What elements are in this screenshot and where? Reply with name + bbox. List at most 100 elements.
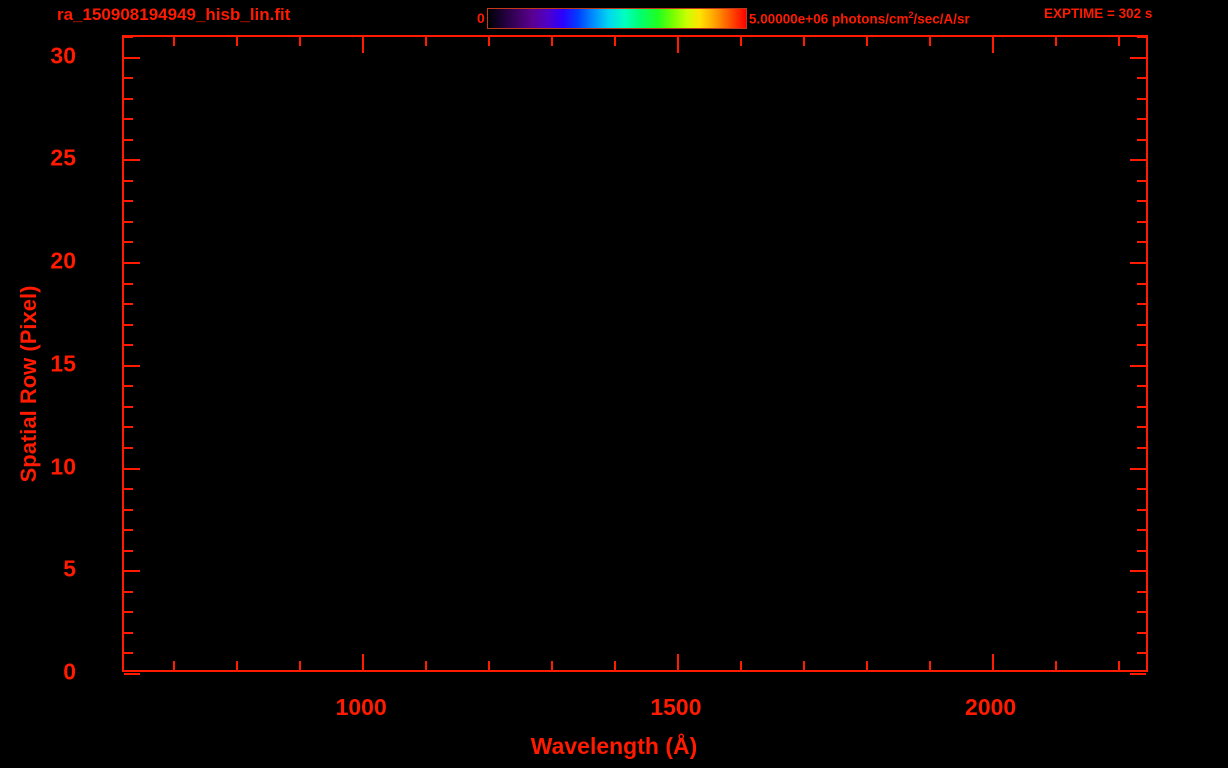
colorbar-unit-suffix: /sec/A/sr (913, 11, 970, 27)
y-axis-title: Spatial Row (Pixel) (16, 285, 41, 483)
y-tick-27 (124, 118, 133, 121)
y-tick-right-20 (1130, 262, 1146, 265)
x-tick-1800 (865, 661, 868, 670)
y-tick-label-20: 20 (50, 247, 76, 274)
x-tick-700 (173, 661, 176, 670)
x-tick-1700 (802, 661, 805, 670)
y-tick-22 (124, 220, 133, 223)
spectrogram-clip (124, 37, 1146, 670)
y-tick-7 (124, 529, 133, 532)
y-tick-11 (124, 446, 133, 449)
exposure-time-label: EXPTIME = 302 s (1044, 6, 1153, 21)
y-tick-right-25 (1130, 159, 1146, 162)
x-tick-top-1700 (802, 37, 805, 46)
x-tick-top-800 (236, 37, 239, 46)
x-tick-top-1300 (551, 37, 554, 46)
x-tick-top-900 (299, 37, 302, 46)
x-tick-top-1000 (362, 37, 365, 53)
y-tick-right-9 (1137, 488, 1146, 491)
y-tick-8 (124, 508, 133, 511)
y-tick-right-17 (1137, 323, 1146, 326)
x-tick-label-1500: 1500 (650, 694, 702, 720)
x-tick-top-1100 (425, 37, 428, 46)
x-tick-top-1500 (676, 37, 679, 53)
y-tick-23 (124, 200, 133, 203)
colorbar-min-label: 0 (477, 10, 485, 26)
colorbar-max-label: 5.00000e+06 photons/cm2/sec/A/sr (749, 10, 970, 27)
y-tick-right-14 (1137, 385, 1146, 388)
y-tick-15 (124, 364, 140, 367)
x-tick-1600 (739, 661, 742, 670)
y-tick-19 (124, 282, 133, 285)
y-tick-29 (124, 77, 133, 80)
x-tick-top-700 (173, 37, 176, 46)
y-tick-right-5 (1130, 570, 1146, 573)
y-tick-right-23 (1137, 200, 1146, 203)
x-tick-1900 (928, 661, 931, 670)
y-tick-30 (124, 56, 140, 59)
y-tick-right-11 (1137, 446, 1146, 449)
x-tick-top-1600 (739, 37, 742, 46)
y-tick-6 (124, 549, 133, 552)
y-tick-right-18 (1137, 303, 1146, 306)
x-tick-900 (299, 661, 302, 670)
x-tick-top-2200 (1117, 37, 1120, 46)
y-tick-right-21 (1137, 241, 1146, 244)
y-tick-24 (124, 179, 133, 182)
y-tick-17 (124, 323, 133, 326)
y-tick-right-2 (1137, 631, 1146, 634)
y-tick-label-10: 10 (50, 453, 76, 480)
x-tick-1000 (362, 654, 365, 670)
y-tick-13 (124, 405, 133, 408)
y-tick-right-22 (1137, 220, 1146, 223)
y-tick-right-1 (1137, 652, 1146, 655)
x-tick-800 (236, 661, 239, 670)
colorbar-unit-prefix: photons/cm (831, 11, 909, 27)
y-tick-5 (124, 570, 140, 573)
y-tick-21 (124, 241, 133, 244)
y-tick-14 (124, 385, 133, 388)
x-tick-top-2100 (1054, 37, 1057, 46)
x-tick-2100 (1054, 661, 1057, 670)
x-tick-top-2000 (991, 37, 994, 53)
x-tick-top-1900 (928, 37, 931, 46)
y-tick-2 (124, 631, 133, 634)
y-tick-right-28 (1137, 97, 1146, 100)
y-tick-25 (124, 159, 140, 162)
x-tick-1300 (551, 661, 554, 670)
y-tick-right-0 (1130, 673, 1146, 675)
x-tick-1200 (488, 661, 491, 670)
y-tick-9 (124, 488, 133, 491)
y-tick-16 (124, 344, 133, 347)
y-tick-20 (124, 262, 140, 265)
y-tick-4 (124, 590, 133, 593)
x-tick-2000 (991, 654, 994, 670)
y-tick-right-15 (1130, 364, 1146, 367)
colorbar-gradient (487, 8, 747, 29)
y-tick-right-19 (1137, 282, 1146, 285)
x-tick-2200 (1117, 661, 1120, 670)
y-tick-right-16 (1137, 344, 1146, 347)
y-tick-10 (124, 467, 140, 470)
x-tick-top-1200 (488, 37, 491, 46)
plot-frame (122, 35, 1148, 675)
y-tick-right-26 (1137, 138, 1146, 141)
y-tick-label-25: 25 (50, 144, 76, 171)
y-tick-right-3 (1137, 611, 1146, 614)
y-tick-right-6 (1137, 549, 1146, 552)
y-tick-right-27 (1137, 118, 1146, 121)
y-tick-1 (124, 652, 133, 655)
x-tick-label-2000: 2000 (965, 694, 1017, 720)
x-axis-title: Wavelength (Å) (530, 733, 698, 759)
x-tick-1400 (613, 661, 616, 670)
y-tick-0 (124, 673, 140, 675)
y-tick-right-30 (1130, 56, 1146, 59)
y-tick-label-30: 30 (50, 42, 76, 69)
colorbar-max-value: 5.00000e+06 (749, 11, 829, 27)
colorbar: 0 5.00000e+06 photons/cm2/sec/A/sr (477, 6, 970, 29)
x-tick-1100 (425, 661, 428, 670)
y-tick-label-15: 15 (50, 350, 76, 377)
colorbar-unit-superscript: 2 (908, 10, 914, 20)
x-tick-top-1400 (613, 37, 616, 46)
